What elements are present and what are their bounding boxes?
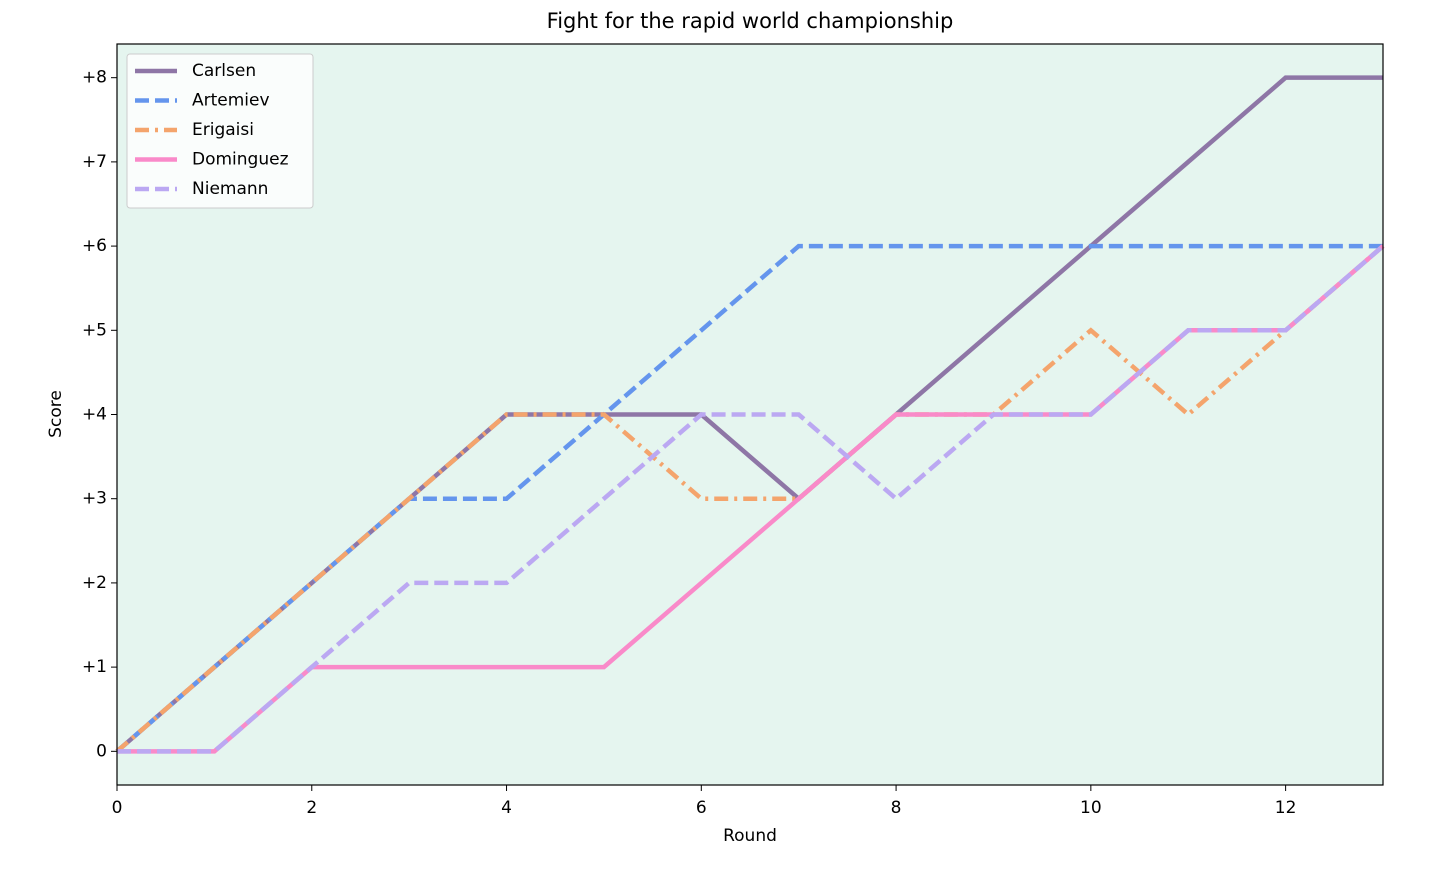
x-tick-label: 12 — [1275, 798, 1297, 818]
x-axis-label: Round — [723, 826, 777, 846]
x-tick-label: 10 — [1080, 798, 1102, 818]
y-tick-label: +8 — [82, 68, 107, 88]
x-tick-label: 6 — [696, 798, 707, 818]
plot-area — [117, 44, 1383, 785]
x-tick-label: 0 — [112, 798, 123, 818]
y-tick-label: +6 — [82, 236, 107, 256]
line-series — [117, 244, 1385, 754]
x-tick-label: 8 — [891, 798, 902, 818]
legend-label: Dominguez — [192, 150, 289, 170]
y-axis-label: Score — [46, 390, 66, 438]
legend-box — [126, 53, 314, 209]
legend-label: Carlsen — [192, 61, 256, 81]
chart-title: Fight for the rapid world championship — [547, 9, 954, 33]
legend-label: Niemann — [192, 179, 268, 199]
y-tick-label: +4 — [82, 405, 107, 425]
y-tick-label: 0 — [96, 741, 107, 761]
line-series — [115, 243, 1383, 754]
y-tick-label: +5 — [82, 320, 107, 340]
line-series — [115, 75, 1383, 754]
y-tick-label: +3 — [82, 489, 107, 509]
legend-label: Artemiev — [192, 91, 270, 111]
x-tick-label: 4 — [501, 798, 512, 818]
y-tick-label: +2 — [82, 573, 107, 593]
plot-frame — [116, 43, 1384, 786]
y-tick-label: +7 — [82, 152, 107, 172]
line-series — [115, 244, 1385, 754]
legend-label: Erigaisi — [192, 120, 254, 140]
y-tick-label: +1 — [82, 657, 107, 677]
x-tick-label: 2 — [306, 798, 317, 818]
